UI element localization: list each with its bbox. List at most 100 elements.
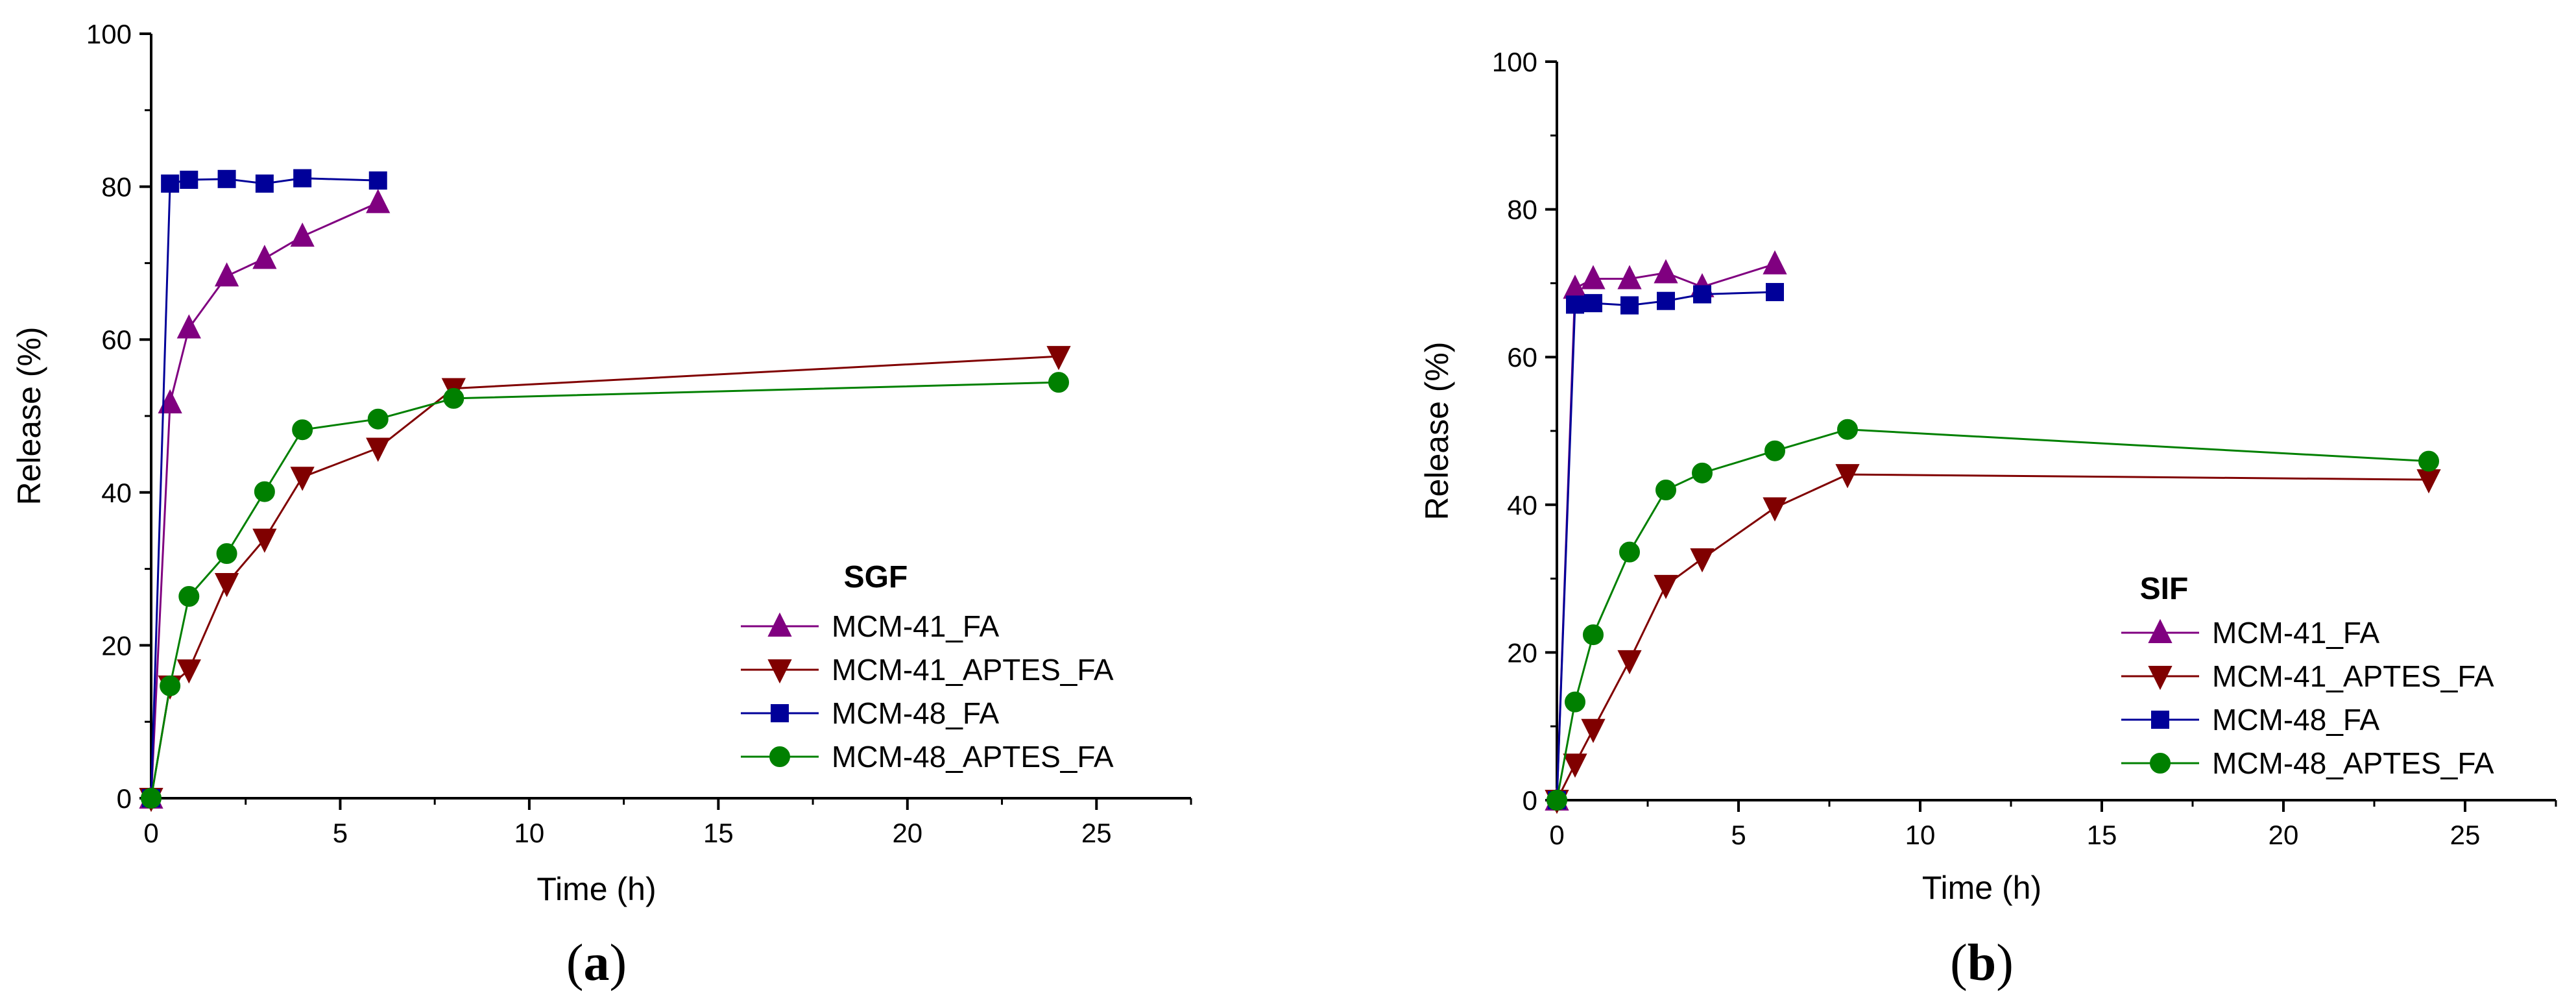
data-point: [1583, 624, 1604, 646]
data-point: [1584, 294, 1602, 313]
data-point: [180, 170, 199, 189]
data-point: [1837, 419, 1858, 440]
legend-marker: [767, 659, 792, 684]
y-tick-label: 100: [86, 19, 132, 49]
x-tick-label: 5: [1731, 820, 1746, 850]
data-point: [1619, 541, 1640, 563]
data-point: [1617, 650, 1642, 675]
y-tick-label: 20: [101, 630, 132, 661]
data-point: [1655, 480, 1676, 501]
x-tick-label: 15: [2087, 820, 2117, 850]
data-point: [161, 174, 180, 193]
data-point: [2416, 469, 2441, 494]
legend-title: SIF: [2140, 572, 2189, 606]
data-point: [1763, 250, 1787, 275]
series-MCM-48_APTES_FA: [141, 372, 1069, 809]
data-point: [216, 543, 237, 565]
data-point: [1692, 462, 1713, 483]
legend-entry: MCM-41_APTES_FA: [832, 653, 1114, 687]
data-point: [1547, 790, 1567, 811]
y-tick-label: 80: [1507, 195, 1537, 225]
chart-panel-a: 0 5 10 15 20 25 0 20 40 60 80 100 Time (h) Release (%…: [11, 19, 1192, 992]
data-point: [1581, 265, 1606, 289]
data-point: [255, 174, 274, 193]
data-point: [367, 408, 389, 430]
panel-label: (a): [566, 935, 627, 992]
panel-label: (b): [1950, 935, 2014, 992]
x-tick-label: 0: [1549, 820, 1564, 850]
data-point: [217, 169, 236, 188]
data-point: [178, 586, 200, 607]
legend-entry: MCM-48_APTES_FA: [832, 740, 1114, 774]
legend-marker: [2151, 711, 2169, 729]
legend-marker: [2148, 618, 2173, 643]
panel-letter: a: [584, 935, 610, 992]
data-point: [366, 189, 391, 214]
legend-marker: [767, 612, 792, 637]
x-tick-label: 20: [2269, 820, 2299, 850]
y-tick-label: 100: [1492, 47, 1537, 77]
data-point: [1566, 295, 1584, 314]
y-tick-label: 80: [101, 172, 132, 202]
data-point: [1763, 497, 1787, 522]
y-tick-label: 60: [1507, 342, 1537, 373]
data-point: [1657, 291, 1675, 310]
data-point: [1617, 265, 1642, 289]
data-point: [368, 171, 387, 190]
data-point: [1565, 691, 1585, 713]
legend: SIF MCM-41_FA MCM-41_APTES_FA MCM-48_FA MCM-…: [2121, 572, 2494, 780]
x-tick-label: 20: [892, 818, 922, 848]
legend-marker: [2150, 753, 2171, 774]
y-tick-label: 0: [117, 783, 132, 814]
data-point: [176, 314, 201, 339]
y-tick-label: 0: [1523, 785, 1537, 816]
legend-marker: [2148, 666, 2173, 690]
x-tick-label: 0: [143, 818, 158, 848]
data-point: [1654, 259, 1678, 284]
y-axis-label: Release (%): [1419, 341, 1455, 520]
y-tick-label: 20: [1507, 637, 1537, 668]
data-point: [214, 262, 239, 287]
y-tick-label: 40: [101, 478, 132, 508]
data-point: [1620, 296, 1639, 315]
legend-marker: [771, 704, 789, 722]
data-point: [252, 528, 277, 553]
data-point: [158, 389, 182, 413]
data-point: [160, 675, 181, 696]
data-point: [1835, 464, 1860, 489]
y-axis-label: Release (%): [11, 326, 47, 505]
data-point: [2418, 450, 2439, 472]
legend-entry: MCM-41_APTES_FA: [2212, 659, 2494, 693]
data-point: [1581, 718, 1606, 743]
legend-entry: MCM-48_FA: [2212, 703, 2379, 737]
x-tick-label: 10: [1905, 820, 1936, 850]
y-tick-label: 40: [1507, 490, 1537, 520]
series-MCM-48_APTES_FA: [1547, 419, 2439, 811]
data-point: [1764, 440, 1785, 461]
x-axis-label: Time (h): [536, 871, 656, 907]
data-point: [290, 467, 315, 491]
legend-entry: MCM-48_APTES_FA: [2212, 746, 2494, 780]
series-line: [150, 355, 1059, 799]
legend-entry: MCM-41_FA: [832, 609, 999, 643]
series-MCM-41_FA: [1545, 250, 1787, 811]
data-point: [1046, 346, 1071, 371]
data-point: [141, 788, 162, 809]
x-axis-label: Time (h): [1922, 870, 2041, 906]
data-point: [1048, 372, 1069, 393]
data-point: [293, 169, 312, 188]
data-point: [252, 245, 277, 269]
x-tick-label: 15: [703, 818, 734, 848]
chart-panel-b: 0 5 10 15 20 25 0 20 40 60 80 100 Time (h) Release (%…: [1419, 47, 2557, 992]
data-point: [443, 387, 464, 409]
data-point: [366, 437, 391, 462]
data-point: [1563, 753, 1587, 778]
legend: SGF MCM-41_FA MCM-41_APTES_FA MCM-48_FA MCM-…: [741, 560, 1114, 774]
data-point: [214, 572, 239, 598]
data-point: [1690, 548, 1715, 573]
y-tick-label: 60: [101, 324, 132, 355]
x-tick-label: 5: [333, 818, 348, 848]
x-tick-label: 25: [1081, 818, 1112, 848]
data-point: [1766, 283, 1784, 302]
